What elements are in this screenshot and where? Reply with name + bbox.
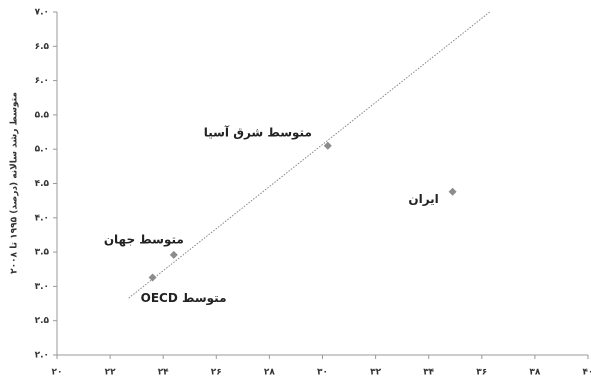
x-tick-label: ۲۲	[105, 368, 116, 378]
point	[448, 187, 457, 196]
point-label: متوسط OECD	[141, 291, 227, 306]
y-tick-label: ۳.۰	[35, 282, 49, 292]
x-tick-label: ۲۶	[211, 368, 222, 378]
x-tick-label: ۳۸	[529, 368, 540, 378]
x-tick-label: ۲۰	[52, 368, 63, 378]
y-tick-label: ۷.۰	[35, 8, 49, 18]
y-tick-label: ۴.۵	[35, 179, 50, 189]
point-label: متوسط جهان	[104, 232, 184, 247]
y-tick-label: ۴.۰	[35, 213, 49, 223]
y-tick-label: ۶.۰	[35, 76, 49, 86]
y-tick-label: ۲.۵	[35, 316, 50, 326]
x-tick-label: ۳۲	[370, 368, 381, 378]
y-tick-label: ۵.۵	[35, 110, 50, 120]
y-axis-label: متوسط رشد سالانه (درصد) ۱۹۹۵ تا ۲۰۰۸	[10, 92, 20, 274]
trendline	[128, 11, 491, 299]
y-tick-label: ۳.۵	[35, 248, 50, 258]
point	[169, 250, 178, 259]
point	[148, 273, 157, 282]
x-tick-label: ۳۴	[423, 368, 434, 378]
x-tick-label: ۴۰	[583, 368, 591, 378]
y-tick-label: ۲.۰	[35, 351, 49, 361]
x-tick-label: ۲۴	[158, 368, 169, 378]
x-tick-label: ۲۸	[264, 368, 275, 378]
point	[323, 141, 332, 150]
point-label: ایران	[408, 192, 438, 206]
x-tick-label: ۳۶	[476, 368, 487, 378]
y-tick-label: ۶.۵	[35, 42, 50, 52]
y-tick-label: ۵.۰	[35, 145, 49, 155]
point-label: متوسط شرق آسیا	[204, 124, 312, 140]
x-tick-label: ۳۰	[317, 368, 328, 378]
